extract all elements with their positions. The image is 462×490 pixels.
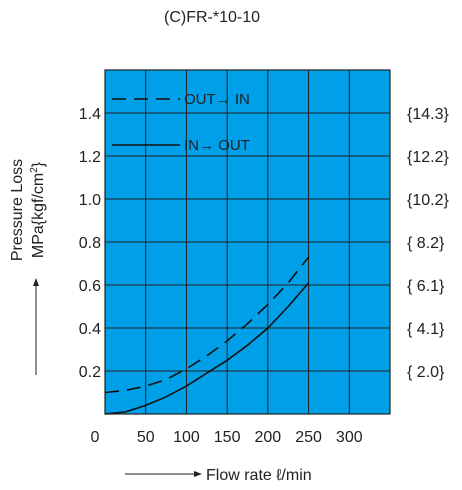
y2-tick-label: { 2.0} — [407, 364, 445, 381]
y-tick-label: 0.6 — [79, 278, 101, 295]
y-axis-label-main: Pressure Loss — [9, 159, 26, 261]
x-tick-label: 150 — [214, 429, 241, 446]
chart-title: (C)FR-*10-10 — [164, 9, 260, 26]
legend: OUT→ IN IN→ OUT — [112, 91, 250, 154]
x-axis-arrow — [125, 471, 202, 477]
y-tick-label: 0.2 — [79, 364, 101, 381]
y2-tick-label: {14.3} — [407, 106, 449, 123]
x-tick-label: 300 — [336, 429, 363, 446]
y-tick-label: 0.8 — [79, 235, 101, 252]
x-tick-label: 0 — [91, 429, 100, 446]
y-axis-arrow — [33, 278, 39, 375]
y2-tick-label: {10.2} — [407, 192, 449, 209]
legend-label-out-in: OUT→ IN — [184, 91, 250, 108]
y-axis-unit-label: MPa{kgf/cm2} — [29, 161, 47, 258]
y2-tick-label: { 4.1} — [407, 321, 445, 338]
y-tick-label: 0.4 — [79, 321, 101, 338]
y-axis-unit: MPa{kgf/cm2} — [29, 161, 47, 258]
y-axis-ticks: 0.2 0.4 0.6 0.8 1.0 1.2 1.4 — [79, 106, 101, 381]
y-tick-label: 1.2 — [79, 149, 101, 166]
grid — [105, 70, 390, 414]
y2-tick-label: { 6.1} — [407, 278, 445, 295]
x-axis-ticks: 0 50 100 150 200 250 300 — [91, 429, 363, 446]
y-tick-label: 1.4 — [79, 106, 101, 123]
series-group — [104, 256, 310, 415]
legend-label-in-out: IN→ OUT — [184, 137, 250, 154]
x-tick-label: 250 — [295, 429, 322, 446]
y-tick-label: 1.0 — [79, 192, 101, 209]
y-axis-label: Pressure Loss — [9, 159, 26, 261]
x-axis-label: Flow rate ℓ/min — [206, 467, 312, 484]
y2-axis-ticks: { 2.0} { 4.1} { 6.1} { 8.2} {10.2} {12.2} {14.… — [407, 106, 449, 381]
y2-tick-label: {12.2} — [407, 149, 449, 166]
plot-border — [104, 69, 391, 415]
x-tick-label: 200 — [255, 429, 282, 446]
x-tick-label: 50 — [137, 429, 155, 446]
y2-tick-label: { 8.2} — [407, 235, 445, 252]
x-tick-label: 100 — [173, 429, 200, 446]
series-line-out-in — [104, 256, 310, 394]
series-line-in-out — [104, 282, 310, 415]
